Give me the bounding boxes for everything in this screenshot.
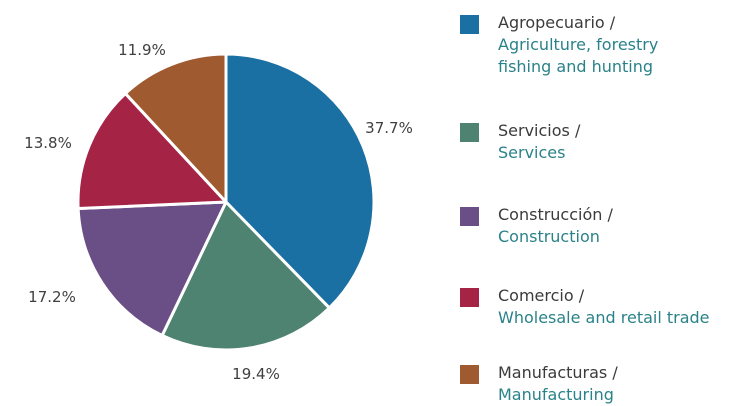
chart-legend: Agropecuario / Agriculture, forestry fis… — [458, 0, 752, 406]
pie-slice-comercio — [76, 91, 228, 211]
legend-swatch-agropecuario — [460, 15, 479, 34]
data-label-manufacturas: 11.9% — [118, 41, 166, 59]
legend-label-en-line: Manufacturing — [498, 385, 614, 404]
data-label-comercio: 13.8% — [24, 134, 72, 152]
legend-label-es: Manufacturas / — [498, 363, 618, 382]
legend-text-agropecuario: Agropecuario / Agriculture, forestry fis… — [498, 12, 658, 78]
legend-label-en-line: Construction — [498, 227, 600, 246]
data-label-servicios: 19.4% — [232, 365, 280, 383]
pie-slice-agropecuario — [224, 52, 376, 310]
legend-label-es: Agropecuario / — [498, 13, 616, 32]
legend-swatch-comercio — [460, 288, 479, 307]
legend-label-en-line: Services — [498, 143, 566, 162]
legend-label-en-line: Wholesale and retail trade — [498, 308, 710, 327]
legend-label-en-line: fishing and hunting — [498, 57, 654, 76]
legend-swatch-construccion — [460, 207, 479, 226]
legend-text-construccion: Construcción / Construction — [498, 204, 613, 248]
legend-label-es: Servicios / — [498, 121, 581, 140]
legend-label-es: Construcción / — [498, 205, 613, 224]
pie-slice-servicios — [160, 200, 331, 352]
legend-text-comercio: Comercio / Wholesale and retail trade — [498, 285, 710, 329]
legend-swatch-manufacturas — [460, 365, 479, 384]
pie-slice-construccion — [76, 200, 228, 338]
legend-text-servicios: Servicios / Services — [498, 120, 580, 164]
legend-label-en-line: Agriculture, forestry — [498, 35, 659, 54]
data-label-agropecuario: 37.7% — [365, 119, 413, 137]
legend-swatch-servicios — [460, 123, 479, 142]
pie-slice-manufacturas — [123, 52, 228, 204]
data-label-construccion: 17.2% — [28, 288, 76, 306]
legend-label-es: Comercio / — [498, 286, 585, 305]
legend-text-manufacturas: Manufacturas / Manufacturing — [498, 362, 618, 406]
